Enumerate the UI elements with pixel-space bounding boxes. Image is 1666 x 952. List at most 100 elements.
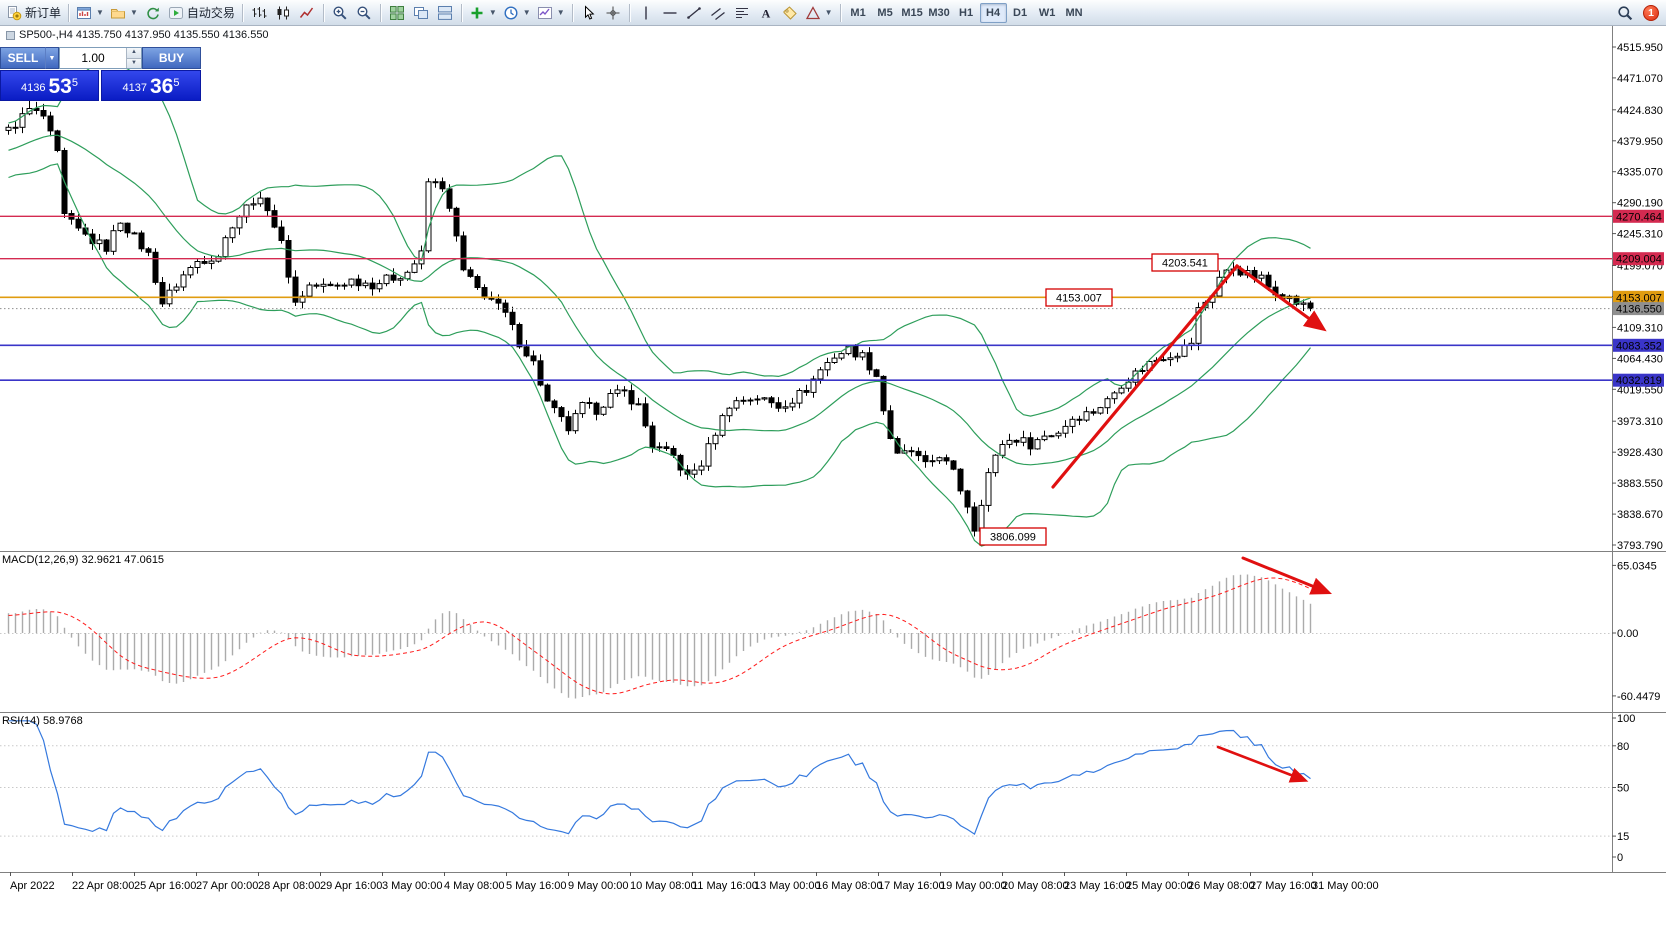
candle-chart-icon bbox=[275, 5, 291, 21]
arrange-windows-button[interactable] bbox=[433, 2, 457, 24]
volume-field: ▲ ▼ bbox=[59, 47, 142, 69]
candle-body bbox=[824, 362, 831, 371]
candle-body bbox=[1132, 370, 1139, 383]
price-tag-box bbox=[1613, 338, 1664, 352]
timeframe-button-m1[interactable]: M1 bbox=[850, 6, 866, 19]
tile-windows-button[interactable] bbox=[385, 2, 409, 24]
candle-body bbox=[775, 402, 782, 409]
trend-arrow[interactable] bbox=[1216, 745, 1309, 783]
templates-button[interactable]: ▼ bbox=[534, 2, 568, 24]
candle-body bbox=[509, 311, 516, 325]
candle-body bbox=[257, 197, 264, 205]
candle-body bbox=[796, 390, 803, 404]
candle-body bbox=[236, 216, 243, 229]
search-icon bbox=[1617, 5, 1633, 21]
refresh-button[interactable] bbox=[141, 2, 165, 24]
price-tag-box bbox=[1613, 373, 1664, 387]
bollinger-upper-band bbox=[8, 60, 1311, 417]
candle-body bbox=[1041, 435, 1048, 441]
line-chart-button[interactable] bbox=[295, 2, 319, 24]
candle-body bbox=[1097, 407, 1104, 414]
candle-body bbox=[1034, 439, 1041, 450]
periods-button[interactable]: ▼ bbox=[500, 2, 534, 24]
sell-dropdown-button[interactable]: ▼ bbox=[45, 47, 59, 69]
text-tool-button[interactable]: A bbox=[754, 2, 778, 24]
label-icon bbox=[782, 5, 798, 21]
chevron-down-icon: ▼ bbox=[824, 8, 833, 17]
candle-body bbox=[495, 298, 502, 304]
timeframe-button-d1[interactable]: D1 bbox=[1013, 6, 1028, 19]
line-chart-icon bbox=[299, 5, 315, 21]
auto-trading-button[interactable]: 自动交易 bbox=[165, 2, 238, 24]
candle-body bbox=[712, 434, 719, 445]
volume-increase-button[interactable]: ▲ bbox=[127, 48, 141, 59]
timeframe-button-m15[interactable]: M15 bbox=[901, 6, 923, 19]
price-tag: 4083.352 bbox=[1613, 338, 1664, 352]
cursor-tool-button[interactable] bbox=[577, 2, 601, 24]
sell-button[interactable]: 4136 53 5 bbox=[0, 70, 99, 101]
candle-body bbox=[985, 472, 992, 506]
crosshair-tool-button[interactable] bbox=[601, 2, 625, 24]
timeframe-button-m5[interactable]: M5 bbox=[877, 6, 893, 19]
price-annotation[interactable]: 4153.007 bbox=[1045, 288, 1113, 307]
candle-body bbox=[705, 443, 712, 467]
candle-body bbox=[453, 207, 460, 237]
horizontal-line-tool-button[interactable] bbox=[658, 2, 682, 24]
candle-body bbox=[908, 450, 915, 453]
trend-arrow[interactable] bbox=[1241, 556, 1333, 595]
timeframe-button-w1[interactable]: W1 bbox=[1038, 6, 1056, 19]
candle-body bbox=[467, 269, 474, 277]
candlestick-chart-button[interactable] bbox=[271, 2, 295, 24]
candle-body bbox=[348, 278, 355, 286]
timeframe-button-mn[interactable]: MN bbox=[1065, 6, 1083, 19]
candle-body bbox=[243, 204, 250, 218]
candle-body bbox=[1083, 411, 1090, 421]
chevron-down-icon: ▼ bbox=[488, 8, 497, 17]
trendline-tool-button[interactable] bbox=[682, 2, 706, 24]
notification-badge[interactable]: 1 bbox=[1643, 4, 1659, 21]
candle-body bbox=[943, 457, 950, 462]
price-annotation[interactable]: 4203.541 bbox=[1151, 253, 1219, 272]
fibonacci-tool-button[interactable] bbox=[730, 2, 754, 24]
zoom-out-icon bbox=[356, 5, 372, 21]
candle-body bbox=[187, 267, 194, 276]
zoom-in-button[interactable] bbox=[328, 2, 352, 24]
volume-decrease-button[interactable]: ▼ bbox=[127, 58, 141, 68]
indicators-button[interactable]: ▼ bbox=[466, 2, 500, 24]
buy-tab[interactable]: BUY bbox=[142, 47, 201, 69]
timeframe-button-m30[interactable]: M30 bbox=[928, 6, 950, 19]
sell-price-sup: 5 bbox=[71, 77, 78, 89]
volume-input[interactable] bbox=[60, 48, 126, 68]
time-axis-label: Apr 2022 bbox=[10, 880, 55, 892]
vertical-line-tool-button[interactable] bbox=[634, 2, 658, 24]
candle-body bbox=[5, 126, 12, 131]
channel-tool-button[interactable] bbox=[706, 2, 730, 24]
candle-body bbox=[355, 278, 362, 287]
new-order-button[interactable]: 新订单 bbox=[3, 2, 64, 24]
buy-button[interactable]: 4137 36 5 bbox=[101, 70, 201, 101]
shapes-tool-button[interactable]: ▼ bbox=[802, 2, 836, 24]
zoom-out-button[interactable] bbox=[352, 2, 376, 24]
bar-chart-button[interactable] bbox=[247, 2, 271, 24]
candle-body bbox=[1251, 270, 1258, 279]
trend-line[interactable] bbox=[1051, 264, 1239, 489]
candle-body bbox=[1027, 437, 1034, 450]
candle-body bbox=[362, 282, 369, 287]
new-chart-button[interactable]: ▼ bbox=[73, 2, 107, 24]
timeframe-button-h4[interactable]: H4 bbox=[979, 2, 1007, 23]
candle-body bbox=[901, 450, 908, 454]
candle-body bbox=[1209, 295, 1216, 303]
profiles-button[interactable]: ▼ bbox=[107, 2, 141, 24]
label-tool-button[interactable] bbox=[778, 2, 802, 24]
search-button[interactable] bbox=[1613, 2, 1637, 24]
candle-body bbox=[1195, 307, 1202, 344]
price-annotation[interactable]: 3806.099 bbox=[979, 527, 1047, 546]
candle-body bbox=[1300, 302, 1307, 305]
annotation-box bbox=[1045, 288, 1113, 307]
cascade-windows-button[interactable] bbox=[409, 2, 433, 24]
timeframe-button-h1[interactable]: H1 bbox=[959, 6, 974, 19]
sell-tab[interactable]: SELL bbox=[0, 47, 45, 69]
candle-body bbox=[404, 271, 411, 280]
trend-arrow[interactable] bbox=[1235, 264, 1327, 332]
